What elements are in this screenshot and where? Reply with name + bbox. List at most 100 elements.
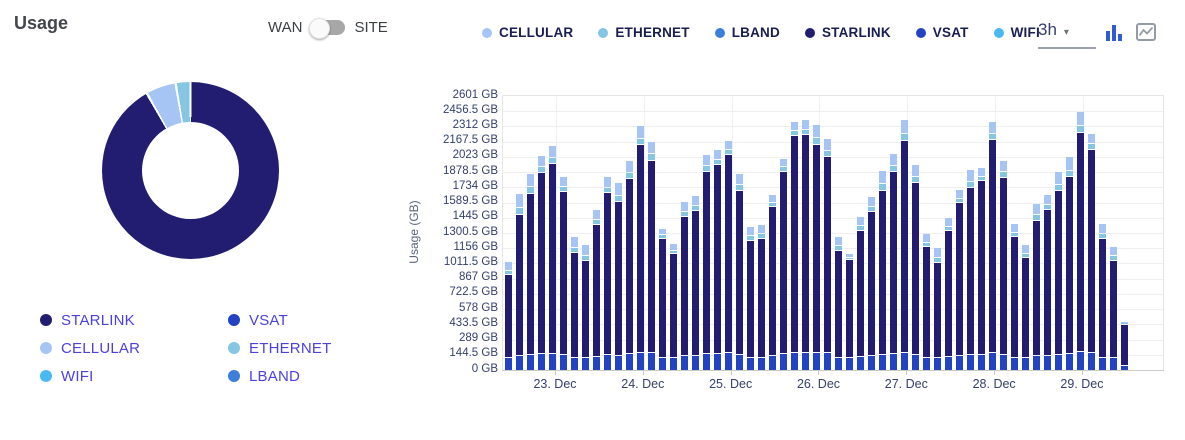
legend-item-ethernet[interactable]: ETHERNET xyxy=(598,25,690,40)
usage-bar[interactable] xyxy=(516,96,523,370)
wan-site-switch[interactable] xyxy=(309,18,346,39)
usage-bar[interactable] xyxy=(1055,96,1062,370)
usage-bar[interactable] xyxy=(747,96,754,370)
usage-bar[interactable] xyxy=(681,96,688,370)
usage-bar[interactable] xyxy=(538,96,545,370)
usage-bar[interactable] xyxy=(637,96,644,370)
usage-bar[interactable] xyxy=(1099,96,1106,370)
gridline xyxy=(503,126,1163,128)
usage-bar[interactable] xyxy=(956,96,963,370)
usage-bar[interactable] xyxy=(505,96,512,370)
bar-segment-cellular xyxy=(703,155,710,166)
time-range-select[interactable]: 3h ▾ xyxy=(1038,20,1096,40)
usage-bar[interactable] xyxy=(1033,96,1040,370)
usage-bar[interactable] xyxy=(758,96,765,370)
bar-segment-cellular xyxy=(736,173,743,185)
usage-bar[interactable] xyxy=(890,96,897,370)
bar-segment-cellular xyxy=(549,146,556,157)
legend-item-cellular[interactable]: CELLULAR xyxy=(482,25,573,40)
usage-bar[interactable] xyxy=(945,96,952,370)
switch-knob xyxy=(309,18,331,39)
toggle-wan-label[interactable]: WAN xyxy=(268,19,303,36)
bar-segment-vsat xyxy=(527,355,534,370)
y-tick-label: 867 GB xyxy=(459,271,498,284)
bar-segment-vsat xyxy=(681,356,688,370)
usage-bar[interactable] xyxy=(802,96,809,370)
usage-bar[interactable] xyxy=(1044,96,1051,370)
usage-bar[interactable] xyxy=(857,96,864,370)
usage-bar[interactable] xyxy=(978,96,985,370)
usage-bar[interactable] xyxy=(813,96,820,370)
usage-bar[interactable] xyxy=(835,96,842,370)
donut-legend-item-ethernet[interactable]: ETHERNET xyxy=(228,334,416,362)
usage-bar[interactable] xyxy=(1011,96,1018,370)
usage-bar[interactable] xyxy=(1000,96,1007,370)
bar-segment-starlink xyxy=(1055,190,1062,355)
bar-segment-vsat xyxy=(1077,352,1084,370)
bar-segment-ethernet xyxy=(868,207,875,211)
gridline xyxy=(503,187,1163,189)
usage-bar[interactable] xyxy=(791,96,798,370)
bar-segment-cellular xyxy=(626,161,633,172)
usage-bar[interactable] xyxy=(769,96,776,370)
line-chart-icon[interactable] xyxy=(1136,23,1156,41)
usage-bar[interactable] xyxy=(923,96,930,370)
toggle-site-label[interactable]: SITE xyxy=(354,19,388,36)
usage-bar[interactable] xyxy=(846,96,853,370)
gridline xyxy=(503,263,1163,265)
usage-bar[interactable] xyxy=(714,96,721,370)
usage-bar[interactable] xyxy=(692,96,699,370)
usage-bar[interactable] xyxy=(780,96,787,370)
usage-bar[interactable] xyxy=(824,96,831,370)
bar-segment-vsat xyxy=(945,356,952,370)
legend-item-starlink[interactable]: STARLINK xyxy=(804,25,891,40)
usage-bar[interactable] xyxy=(527,96,534,370)
bar-segment-vsat xyxy=(582,358,589,370)
usage-bar[interactable] xyxy=(868,96,875,370)
usage-bar[interactable] xyxy=(648,96,655,370)
usage-bar[interactable] xyxy=(1110,96,1117,370)
usage-bar[interactable] xyxy=(989,96,996,370)
usage-bar[interactable] xyxy=(912,96,919,370)
usage-bar[interactable] xyxy=(1088,96,1095,370)
legend-dot xyxy=(714,27,725,38)
legend-label: CELLULAR xyxy=(499,25,574,40)
usage-bar[interactable] xyxy=(604,96,611,370)
bar-segment-starlink xyxy=(703,171,710,354)
usage-bar[interactable] xyxy=(549,96,556,370)
legend-item-vsat[interactable]: VSAT xyxy=(915,25,969,40)
donut-legend-item-wifi[interactable]: WIFI xyxy=(40,362,228,390)
usage-bar[interactable] xyxy=(1022,96,1029,370)
usage-bar[interactable] xyxy=(1077,96,1084,370)
bar-segment-ethernet xyxy=(1121,322,1128,324)
usage-bar[interactable] xyxy=(736,96,743,370)
donut-legend-item-starlink[interactable]: STARLINK xyxy=(40,306,228,334)
donut-legend-item-vsat[interactable]: VSAT xyxy=(228,306,416,334)
usage-bar[interactable] xyxy=(1066,96,1073,370)
usage-bar[interactable] xyxy=(879,96,886,370)
legend-item-lband[interactable]: LBAND xyxy=(714,25,780,40)
usage-bar[interactable] xyxy=(615,96,622,370)
donut-legend-item-cellular[interactable]: CELLULAR xyxy=(40,334,228,362)
donut-legend-item-lband[interactable]: LBAND xyxy=(228,362,416,390)
legend-item-wifi[interactable]: WIFI xyxy=(993,25,1040,40)
bar-segment-cellular xyxy=(835,237,842,246)
bar-segment-cellular xyxy=(516,193,523,207)
usage-bar[interactable] xyxy=(659,96,666,370)
usage-bar[interactable] xyxy=(593,96,600,370)
usage-bar[interactable] xyxy=(626,96,633,370)
bar-chart-icon[interactable] xyxy=(1106,24,1126,41)
usage-bar[interactable] xyxy=(670,96,677,370)
usage-bar[interactable] xyxy=(725,96,732,370)
bar-segment-starlink xyxy=(582,261,589,358)
usage-bar[interactable] xyxy=(934,96,941,370)
usage-bar[interactable] xyxy=(703,96,710,370)
usage-bar[interactable] xyxy=(1121,96,1128,370)
usage-bar[interactable] xyxy=(901,96,908,370)
bar-segment-starlink xyxy=(1099,238,1106,357)
usage-bar[interactable] xyxy=(582,96,589,370)
legend-label: WIFI xyxy=(1010,25,1040,40)
usage-bar[interactable] xyxy=(571,96,578,370)
usage-bar[interactable] xyxy=(967,96,974,370)
usage-bar[interactable] xyxy=(560,96,567,370)
